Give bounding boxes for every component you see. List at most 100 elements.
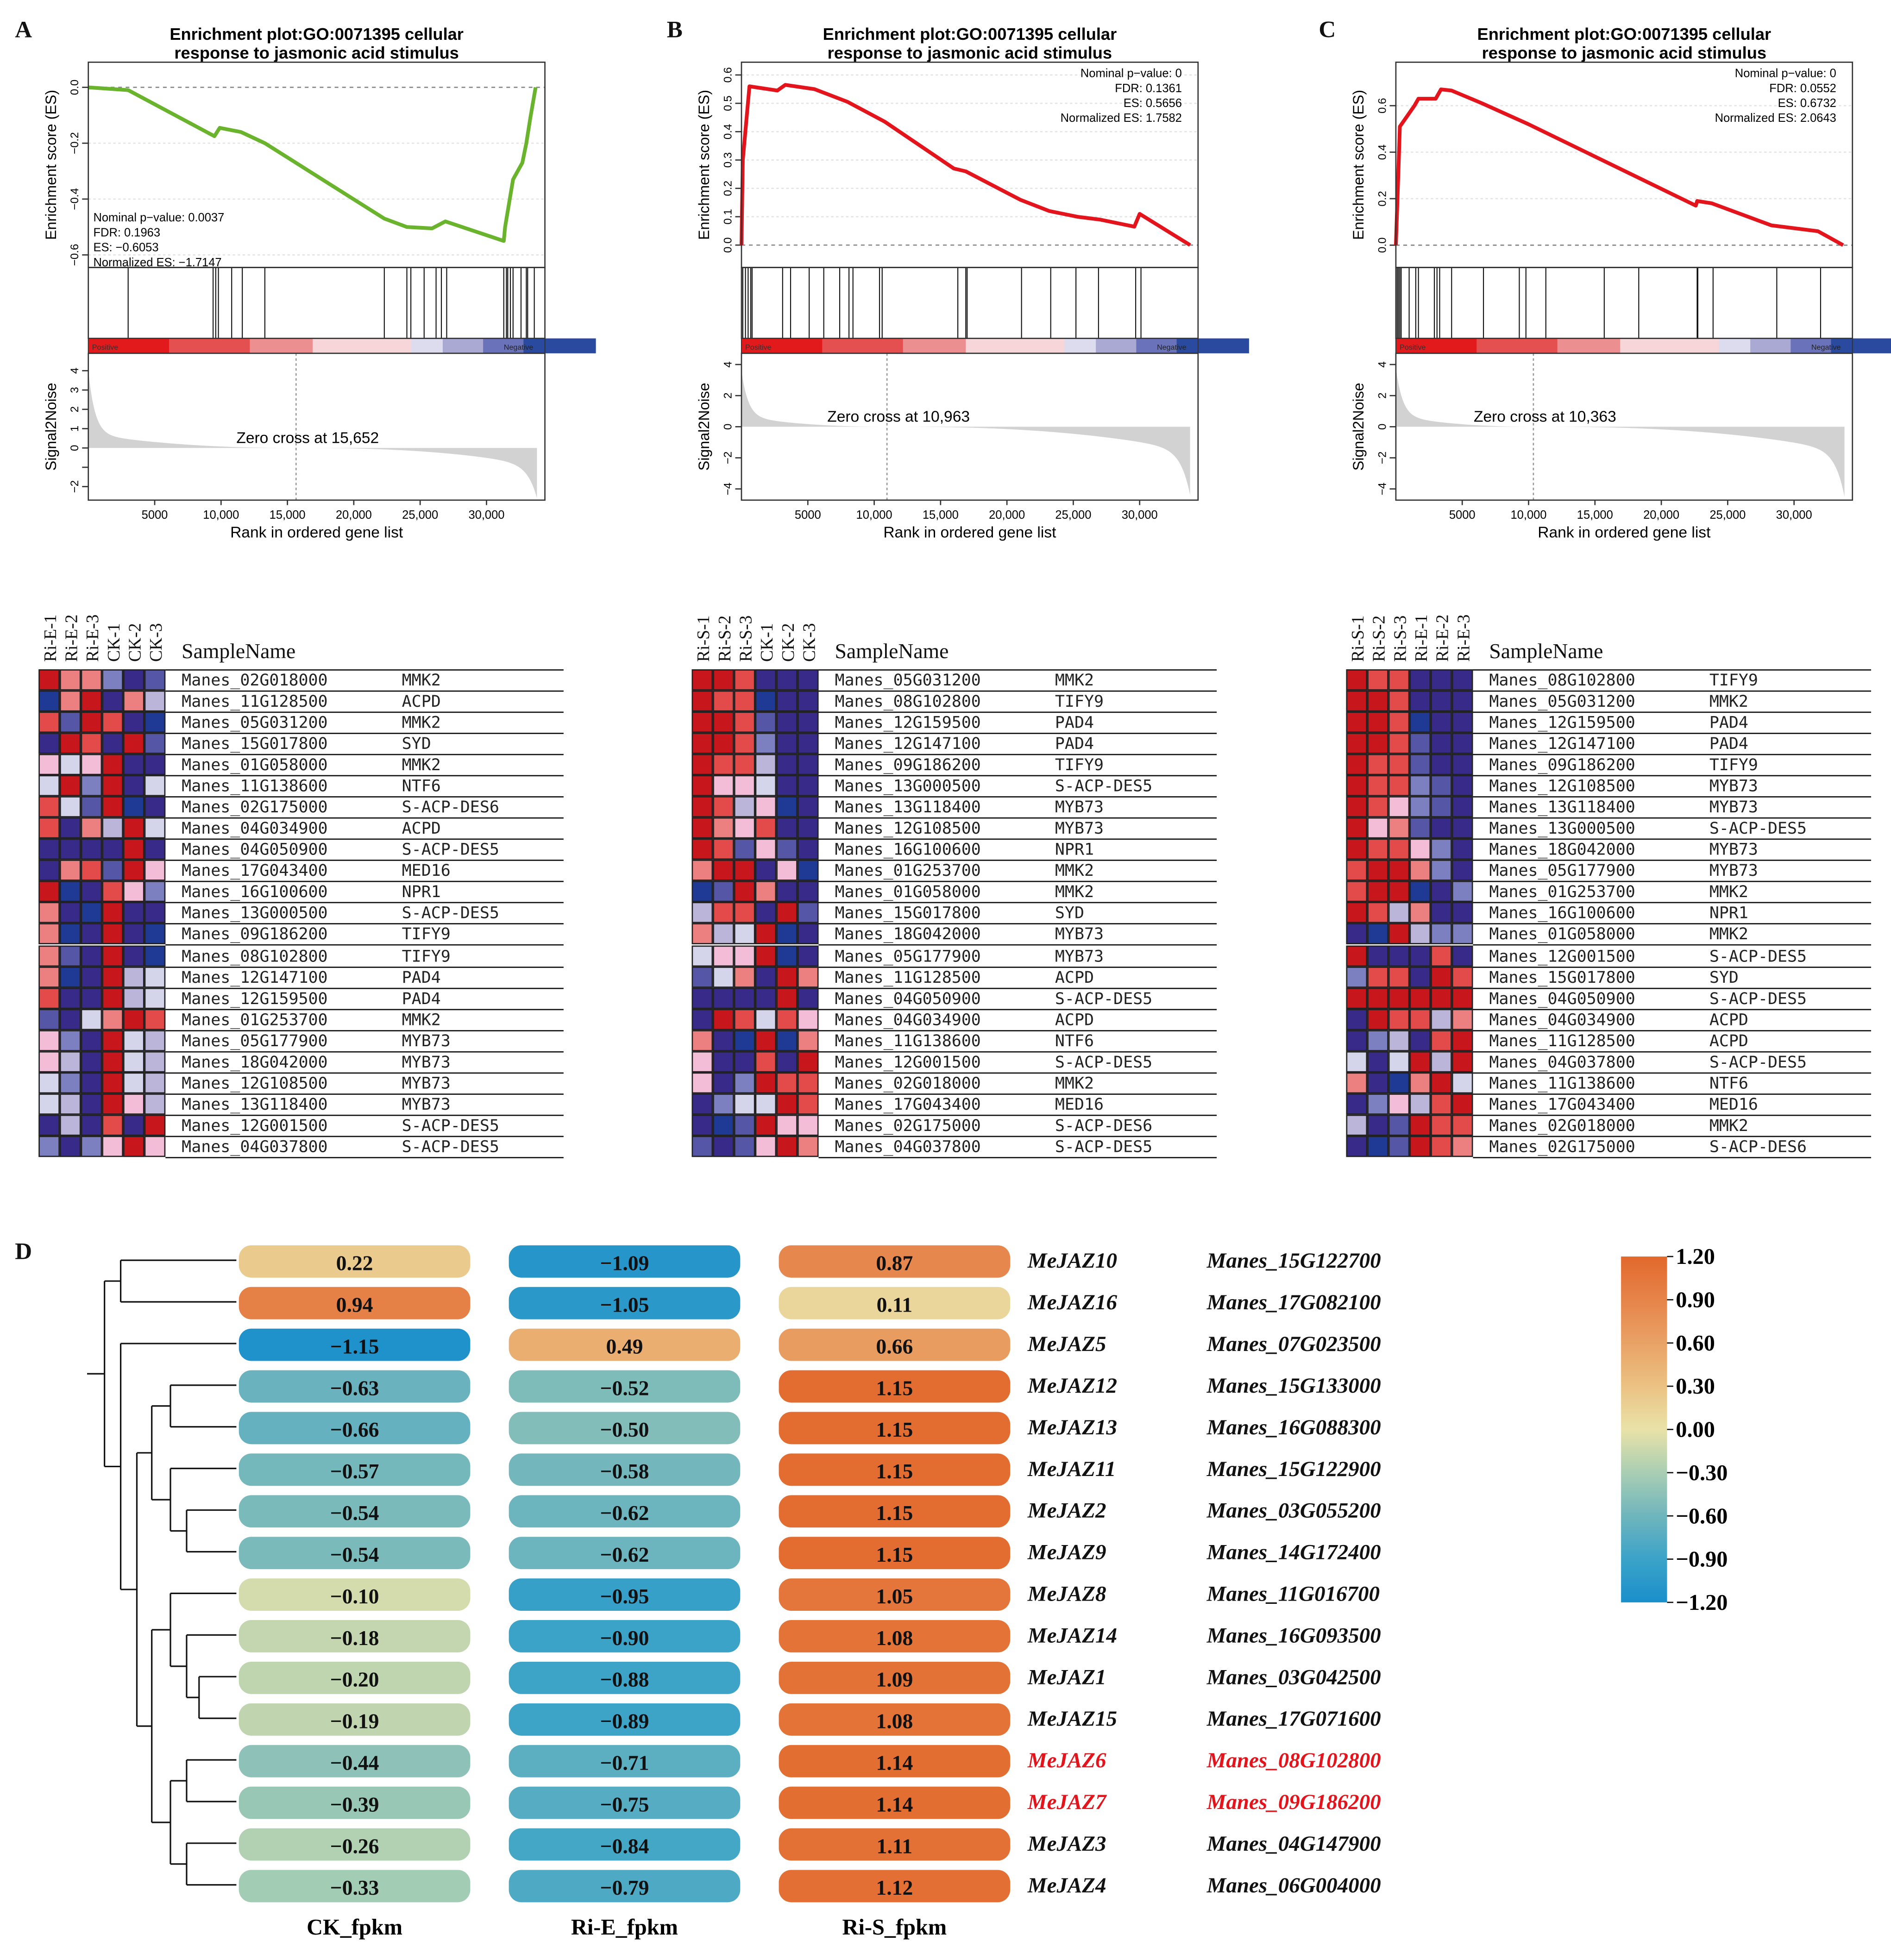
heatmap-cell (144, 796, 166, 818)
gene-id: Manes_12G108500 (182, 1074, 328, 1093)
gene-symbol: MYB73 (1055, 799, 1104, 818)
heatmap-row: Manes_09G186200 TIFY9 (691, 754, 1217, 777)
gene-id: Manes_05G031200 (835, 672, 981, 691)
heatmap-row: Manes_04G050900 S-ACP-DES5 (1346, 987, 1872, 1010)
row-divider (1473, 966, 1872, 967)
heatmap-cell (1409, 733, 1431, 754)
row-divider (1473, 1093, 1872, 1095)
heatmap-row: Manes_11G138600 NTF6 (1346, 1072, 1872, 1095)
heatmap-cell (38, 733, 60, 754)
heatmap-cell (755, 881, 777, 903)
heatmap-cell (1388, 1093, 1410, 1115)
heatmap-cell (81, 1072, 102, 1093)
row-divider (1473, 733, 1872, 735)
row-divider (818, 733, 1217, 735)
heatmap-row: Manes_12G108500 MYB73 (691, 817, 1217, 840)
expression-cell (509, 1287, 741, 1319)
heatmap-cell (755, 775, 777, 797)
expression-cell (239, 1453, 471, 1486)
expression-value: −0.19 (330, 1709, 379, 1733)
colorbar-label: 1.20 (1676, 1244, 1715, 1269)
heatmap-row: Manes_11G128500 ACPD (691, 966, 1217, 989)
heatmap-cell (81, 1136, 102, 1157)
heatmap-cell (734, 1136, 755, 1157)
expression-value: −1.09 (600, 1251, 649, 1275)
heatmap-cell (144, 1008, 166, 1030)
heatmap-cell (691, 1093, 713, 1115)
gene-symbol: MED16 (402, 862, 451, 881)
heatmap-cell (81, 1051, 102, 1072)
row-divider (818, 1136, 1217, 1137)
gene-id: Manes_12G001500 (835, 1053, 981, 1072)
row-divider (165, 1156, 564, 1158)
expression-cell (509, 1537, 741, 1570)
heatmap-cell (691, 1051, 713, 1072)
heatmap-cell (1388, 1030, 1410, 1051)
heatmap-row: Manes_13G000500 S-ACP-DES5 (38, 902, 564, 925)
heatmap-cell (1431, 690, 1452, 712)
heatmap-cell (713, 1114, 734, 1136)
s2n-axis-label: Signal2Noise (43, 383, 59, 471)
heatmap-cell (691, 1072, 713, 1093)
heatmap-cell (1346, 1008, 1368, 1030)
row-divider (1473, 1072, 1872, 1074)
expression-value: 1.15 (876, 1543, 913, 1566)
heatmap-cell (1388, 923, 1410, 945)
jaz-row: −0.10 −0.95 1.05 MeJAZ8 Manes_11G016700 (239, 1578, 1380, 1611)
es-tick-label: −0.6 (69, 244, 81, 266)
dendrogram (87, 1259, 237, 1886)
gene-symbol: MMK2 (402, 714, 441, 733)
negative-label: Negative (1811, 343, 1841, 352)
heatmap-cell (1367, 817, 1388, 839)
gene-symbol: MYB73 (1709, 778, 1758, 797)
heatmap-cell (1451, 1114, 1473, 1136)
heatmap-cell (38, 669, 60, 691)
gene-id: Manes_12G001500 (182, 1117, 328, 1136)
heatmap-cell (713, 860, 734, 881)
heatmap-cell (144, 966, 166, 987)
row-divider (818, 966, 1217, 967)
row-divider (818, 796, 1217, 798)
heatmap-cell (81, 923, 102, 945)
heatmap-cell (123, 1008, 144, 1030)
gene-id: Manes_15G017800 (1489, 968, 1635, 987)
heatmap-cell (1451, 839, 1473, 861)
heatmap-cell (102, 1114, 123, 1136)
gene-id: Manes_18G042000 (182, 1053, 328, 1072)
heatmap-cell (81, 1030, 102, 1051)
heatmap-row: Manes_12G001500 S-ACP-DES5 (1346, 945, 1872, 967)
heatmap-cell (755, 711, 777, 733)
expression-value: −0.18 (330, 1626, 379, 1650)
heatmap-row: Manes_11G128500 ACPD (38, 690, 564, 713)
chart-title: Enrichment plot:GO:0071395 cellular (1477, 25, 1772, 44)
gene-id: Manes_15G017800 (182, 735, 328, 754)
zero-cross-label: Zero cross at 10,363 (1474, 408, 1616, 426)
heatmap-cell (81, 669, 102, 691)
gene-id: Manes_11G128500 (182, 693, 328, 712)
stat-text: FDR: 0.1361 (1115, 82, 1182, 95)
heatmap-cell (1346, 945, 1368, 966)
heatmap-cell (797, 881, 819, 903)
heatmap-cell (102, 923, 123, 945)
heatmap-cell (1451, 987, 1473, 1009)
heatmap-cell (144, 1114, 166, 1136)
expression-cell (239, 1370, 471, 1403)
gene-id: Manes_08G102800 (835, 693, 981, 712)
row-divider (1473, 775, 1872, 777)
heatmap-cell (123, 754, 144, 775)
heatmap-cell (755, 690, 777, 712)
signal2noise-profile (741, 371, 1190, 496)
enrichment-score-curve (739, 83, 1191, 247)
gene-name: MeJAZ12 (1027, 1374, 1117, 1398)
heatmap-cell (38, 690, 60, 712)
stat-text: ES: 0.6732 (1778, 97, 1836, 110)
expression-value: 1.08 (876, 1709, 913, 1733)
rank-colorbar-segment (741, 338, 823, 353)
heatmap-cell (691, 945, 713, 966)
heatmap-cell (1367, 860, 1388, 881)
heatmap-cell (38, 1093, 60, 1115)
heatmap-row: Manes_16G100600 NPR1 (38, 881, 564, 904)
expression-value: 0.94 (336, 1293, 373, 1317)
heatmap-cell (1367, 796, 1388, 818)
jaz-row: −0.57 −0.58 1.15 MeJAZ11 Manes_15G122900 (239, 1453, 1381, 1486)
